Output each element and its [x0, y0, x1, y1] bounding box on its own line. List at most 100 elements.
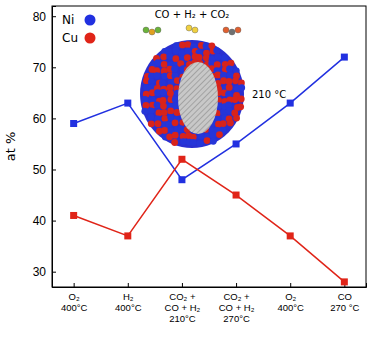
x-tick-mark	[74, 283, 75, 287]
annotation: 210 °C	[252, 89, 286, 100]
particle-atom	[196, 54, 203, 61]
particle-atom	[160, 53, 167, 60]
x-tick-mark	[182, 283, 183, 287]
particle-atom	[190, 139, 197, 146]
particle-atom	[203, 54, 210, 61]
particle-atom	[232, 77, 239, 84]
particle-atom	[210, 138, 217, 145]
particle-atom	[225, 91, 232, 98]
particle-illustration	[140, 25, 245, 148]
y-tick-mark	[52, 169, 56, 170]
x-tick: CO270 °C	[330, 283, 359, 313]
x-tick: O₂400°C	[277, 283, 304, 313]
particle-atom	[220, 120, 227, 127]
molecule-atom	[192, 27, 198, 33]
particle-atom	[185, 47, 192, 54]
y-axis-line	[53, 7, 57, 288]
particle-atom	[166, 53, 173, 60]
legend-entry: Ni	[62, 13, 96, 27]
particle-atom	[160, 103, 167, 110]
y-tick-label: 80	[33, 10, 47, 24]
legend-swatch	[85, 33, 96, 44]
y-tick-mark	[52, 221, 56, 222]
series-marker	[341, 54, 348, 61]
x-tick-mark	[128, 283, 129, 287]
y-tick-mark	[52, 67, 56, 68]
particle-atom	[172, 132, 179, 139]
x-tick: CO₂ +CO + H₂270°C	[219, 283, 255, 324]
particle-atom	[154, 59, 161, 66]
molecule-atom	[143, 27, 149, 33]
particle-atom	[233, 115, 240, 122]
series-marker	[233, 140, 240, 147]
y-tick: 30	[33, 265, 56, 279]
x-tick-label: CO270 °C	[330, 291, 359, 313]
y-axis: 30 40 50 60 70 80	[33, 7, 56, 288]
y-tick: 60	[33, 112, 56, 126]
x-tick-label: H₂400°C	[115, 291, 142, 313]
particle-atom	[184, 54, 191, 61]
series-line	[74, 159, 345, 282]
particle-atom	[141, 108, 148, 115]
y-tick-label: 60	[33, 112, 47, 126]
x-tick: CO₂ +CO + H₂210°C	[165, 283, 201, 324]
particle-atom	[167, 108, 174, 115]
y-tick-label: 50	[33, 163, 47, 177]
x-tick-mark	[290, 283, 291, 287]
particle-atom	[155, 120, 162, 127]
particle-atom	[180, 138, 187, 145]
series-marker	[124, 232, 131, 239]
particle-atom	[232, 96, 239, 103]
particle-atom	[228, 60, 235, 67]
series-marker	[70, 212, 77, 219]
plot: 30 40 50 60 70 80 O₂400°C H₂400°C CO₂ +CO + H₂21…	[33, 6, 367, 324]
particle-atom	[161, 127, 168, 134]
y-tick-label: 30	[33, 265, 47, 279]
molecule-atom	[229, 29, 235, 35]
particle-atom	[160, 89, 167, 96]
series-line	[74, 57, 345, 180]
y-tick: 80	[33, 10, 56, 24]
legend: Ni Cu	[62, 13, 96, 45]
particle-core	[178, 62, 218, 134]
particle-atom	[167, 90, 174, 97]
x-tick-label: CO₂ +CO + H₂270°C	[219, 291, 255, 324]
chart: 30 40 50 60 70 80 O₂400°C H₂400°C CO₂ +CO + H₂21…	[0, 0, 376, 357]
annotation: CO + H₂ + CO₂	[155, 9, 230, 20]
y-tick-mark	[52, 16, 56, 17]
plot-frame	[52, 6, 366, 287]
particle-atom	[203, 42, 210, 49]
molecule-atom	[186, 25, 192, 31]
particle-atom	[237, 103, 244, 110]
particle-atom	[216, 131, 223, 138]
molecule-atom	[235, 27, 241, 33]
particle-atom	[213, 47, 220, 54]
particle-shell	[140, 40, 244, 148]
y-tick: 70	[33, 61, 56, 75]
particle-atom	[171, 139, 178, 146]
series-marker	[287, 232, 294, 239]
x-tick-mark	[236, 283, 237, 287]
particle-atom	[226, 78, 233, 85]
molecule-atom	[155, 27, 161, 33]
particle-atom	[141, 96, 148, 103]
legend-swatch	[85, 15, 96, 26]
y-tick-mark	[52, 272, 56, 273]
y-tick-mark	[52, 118, 56, 119]
x-tick-label: O₂400°C	[277, 291, 304, 313]
particle-atom	[214, 53, 221, 60]
y-tick-label: 40	[33, 214, 47, 228]
x-tick: O₂400°C	[61, 283, 88, 313]
legend-entry: Cu	[62, 31, 96, 45]
series-marker	[124, 100, 131, 107]
particle-atom	[204, 137, 211, 144]
particle-atom	[172, 119, 179, 126]
particle-atom	[171, 65, 178, 72]
series-marker	[233, 192, 240, 199]
particle-atom	[227, 72, 234, 79]
particle-atom	[184, 41, 191, 48]
particle-atom	[178, 125, 185, 132]
particle-atom	[153, 72, 160, 79]
legend-label: Ni	[62, 13, 74, 27]
particle-atom	[154, 101, 161, 108]
